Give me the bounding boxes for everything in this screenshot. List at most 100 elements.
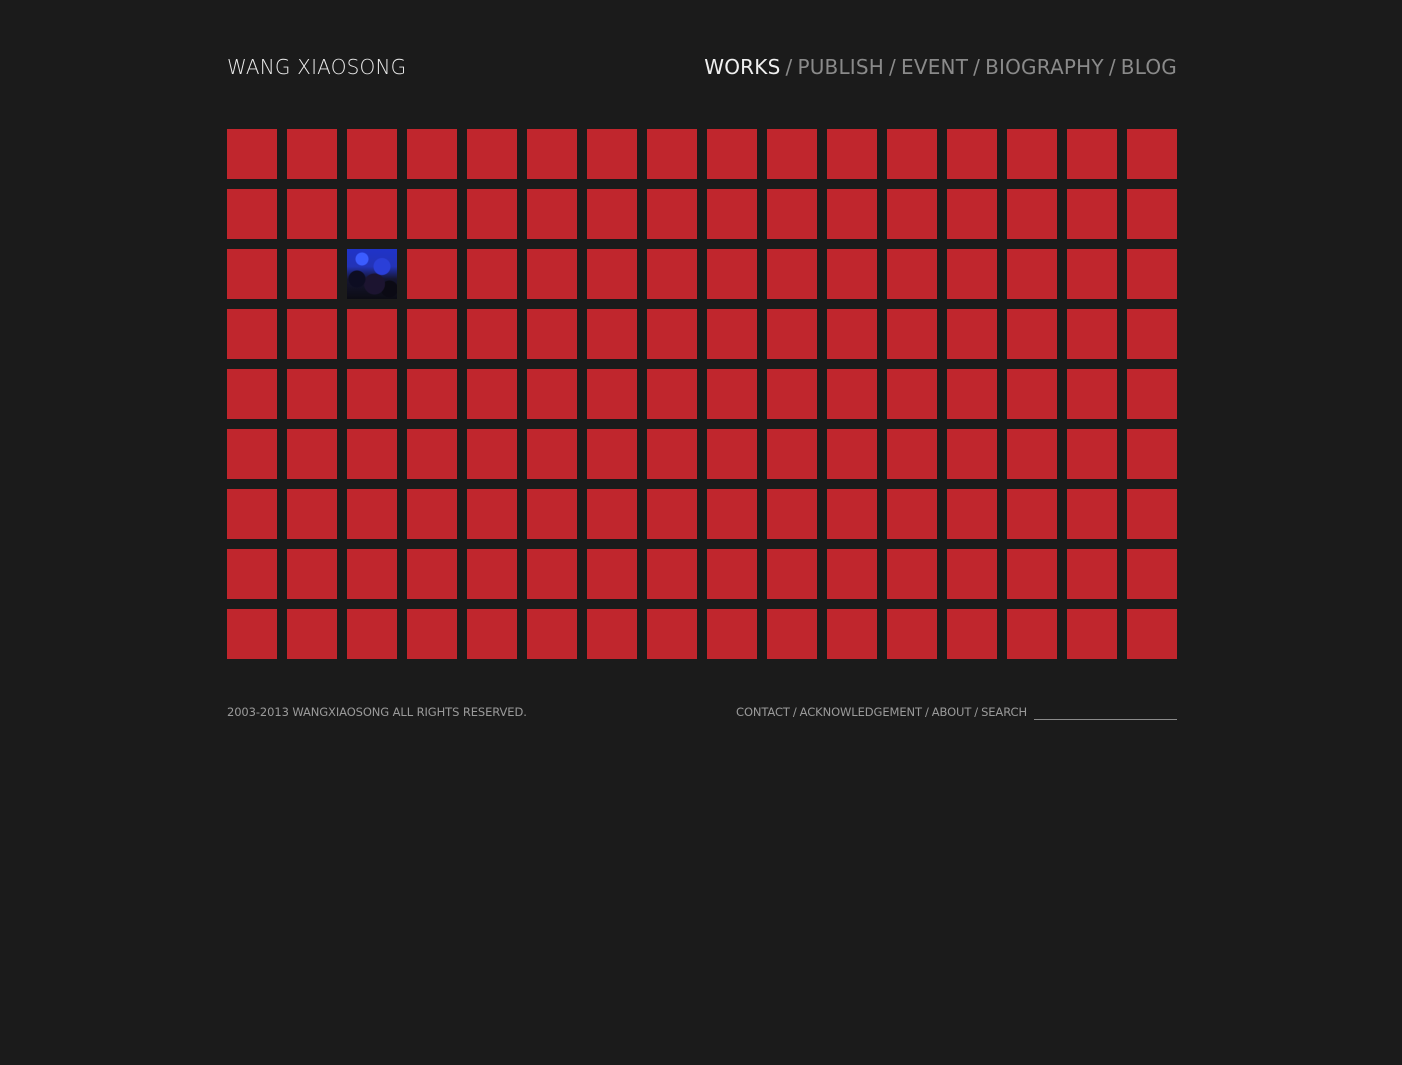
work-tile[interactable]: [467, 129, 517, 179]
work-tile[interactable]: [527, 429, 577, 479]
footer-link-contact[interactable]: CONTACT: [736, 705, 790, 719]
work-tile[interactable]: [1007, 489, 1057, 539]
work-tile[interactable]: [827, 249, 877, 299]
work-tile[interactable]: [287, 549, 337, 599]
footer-link-about[interactable]: ABOUT: [931, 705, 972, 719]
work-tile[interactable]: [347, 189, 397, 239]
work-tile[interactable]: [767, 609, 817, 659]
work-tile[interactable]: [527, 489, 577, 539]
work-tile[interactable]: [527, 189, 577, 239]
work-tile[interactable]: [527, 309, 577, 359]
work-tile[interactable]: [947, 429, 997, 479]
search-input[interactable]: [1034, 705, 1177, 720]
work-tile[interactable]: [827, 549, 877, 599]
work-tile[interactable]: [587, 249, 637, 299]
work-tile[interactable]: [347, 369, 397, 419]
work-tile[interactable]: [1007, 129, 1057, 179]
work-tile[interactable]: [287, 189, 337, 239]
work-tile[interactable]: [587, 189, 637, 239]
work-thumbnail-tile[interactable]: [347, 249, 397, 299]
work-tile[interactable]: [887, 609, 937, 659]
work-tile[interactable]: [647, 309, 697, 359]
work-tile[interactable]: [227, 249, 277, 299]
work-tile[interactable]: [827, 429, 877, 479]
work-tile[interactable]: [1067, 369, 1117, 419]
work-tile[interactable]: [887, 429, 937, 479]
work-tile[interactable]: [467, 609, 517, 659]
footer-link-search[interactable]: SEARCH: [981, 705, 1027, 719]
work-tile[interactable]: [587, 549, 637, 599]
work-tile[interactable]: [1127, 309, 1177, 359]
work-tile[interactable]: [647, 129, 697, 179]
work-tile[interactable]: [947, 549, 997, 599]
work-tile[interactable]: [1007, 249, 1057, 299]
work-tile[interactable]: [407, 309, 457, 359]
work-tile[interactable]: [347, 489, 397, 539]
work-tile[interactable]: [767, 489, 817, 539]
work-tile[interactable]: [947, 189, 997, 239]
work-tile[interactable]: [407, 129, 457, 179]
work-tile[interactable]: [347, 549, 397, 599]
work-tile[interactable]: [707, 129, 757, 179]
work-tile[interactable]: [407, 249, 457, 299]
nav-blog[interactable]: BLOG: [1120, 55, 1177, 79]
work-tile[interactable]: [707, 309, 757, 359]
work-tile[interactable]: [767, 249, 817, 299]
work-tile[interactable]: [287, 429, 337, 479]
footer-link-acknowledgement[interactable]: ACKNOWLEDGEMENT: [799, 705, 922, 719]
work-tile[interactable]: [1067, 489, 1117, 539]
work-tile[interactable]: [587, 309, 637, 359]
work-tile[interactable]: [887, 129, 937, 179]
work-tile[interactable]: [947, 249, 997, 299]
work-tile[interactable]: [227, 129, 277, 179]
work-tile[interactable]: [1007, 429, 1057, 479]
work-tile[interactable]: [707, 549, 757, 599]
site-title[interactable]: WANG XIAOSONG: [227, 55, 407, 79]
work-tile[interactable]: [1007, 369, 1057, 419]
work-tile[interactable]: [887, 489, 937, 539]
work-tile[interactable]: [467, 249, 517, 299]
work-tile[interactable]: [527, 249, 577, 299]
nav-publish[interactable]: PUBLISH: [797, 55, 885, 79]
work-tile[interactable]: [707, 369, 757, 419]
nav-works[interactable]: WORKS: [704, 55, 781, 79]
work-tile[interactable]: [767, 369, 817, 419]
nav-event[interactable]: EVENT: [901, 55, 969, 79]
work-tile[interactable]: [1067, 309, 1117, 359]
work-tile[interactable]: [1127, 189, 1177, 239]
work-tile[interactable]: [227, 309, 277, 359]
work-tile[interactable]: [887, 309, 937, 359]
work-tile[interactable]: [227, 369, 277, 419]
work-tile[interactable]: [647, 189, 697, 239]
work-tile[interactable]: [287, 489, 337, 539]
work-tile[interactable]: [707, 189, 757, 239]
work-tile[interactable]: [947, 129, 997, 179]
work-tile[interactable]: [407, 429, 457, 479]
work-tile[interactable]: [827, 489, 877, 539]
work-tile[interactable]: [467, 429, 517, 479]
work-tile[interactable]: [227, 549, 277, 599]
work-tile[interactable]: [1007, 189, 1057, 239]
work-tile[interactable]: [467, 489, 517, 539]
work-tile[interactable]: [1127, 429, 1177, 479]
work-tile[interactable]: [527, 609, 577, 659]
work-tile[interactable]: [647, 429, 697, 479]
work-tile[interactable]: [407, 189, 457, 239]
work-tile[interactable]: [287, 249, 337, 299]
work-tile[interactable]: [707, 489, 757, 539]
work-tile[interactable]: [767, 429, 817, 479]
work-tile[interactable]: [347, 129, 397, 179]
work-tile[interactable]: [707, 249, 757, 299]
work-tile[interactable]: [1067, 549, 1117, 599]
work-tile[interactable]: [647, 609, 697, 659]
work-tile[interactable]: [407, 549, 457, 599]
work-tile[interactable]: [287, 129, 337, 179]
work-tile[interactable]: [887, 249, 937, 299]
work-tile[interactable]: [947, 369, 997, 419]
work-tile[interactable]: [827, 189, 877, 239]
work-tile[interactable]: [707, 609, 757, 659]
work-tile[interactable]: [887, 549, 937, 599]
work-tile[interactable]: [227, 489, 277, 539]
work-tile[interactable]: [1127, 609, 1177, 659]
work-tile[interactable]: [1007, 549, 1057, 599]
